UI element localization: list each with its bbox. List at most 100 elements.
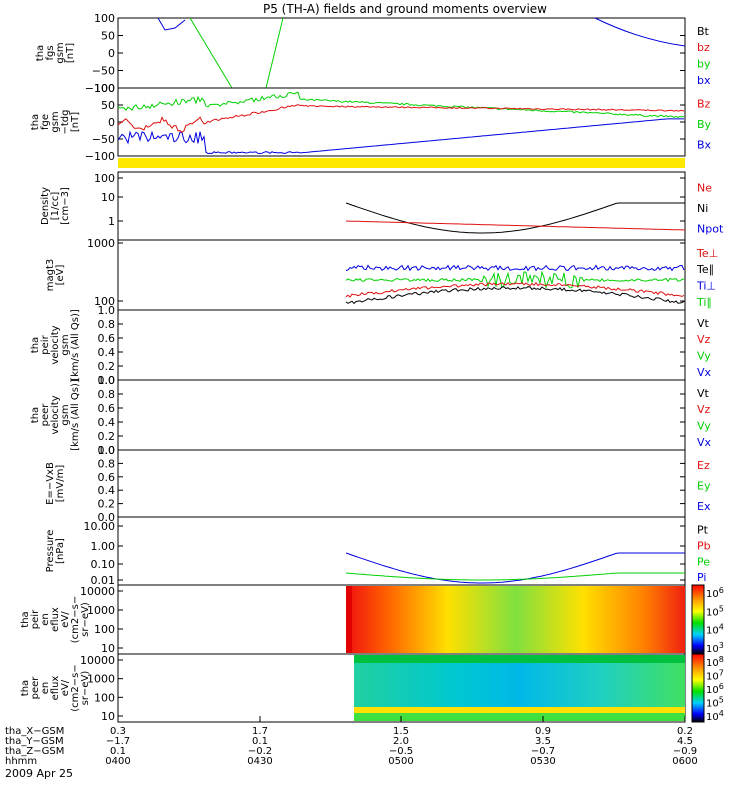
legend-By: By — [697, 118, 712, 131]
x-tick-label: 0530 — [530, 756, 555, 767]
spectrogram-edge — [346, 586, 352, 653]
y-tick-label: 0.6 — [98, 402, 116, 415]
y-axis-label: eV/ — [60, 611, 71, 628]
x-tick-label: 0.9 — [535, 726, 551, 737]
y-axis-label: en — [40, 613, 51, 626]
legend-by: by — [697, 58, 711, 71]
y-tick-label: 100 — [94, 623, 115, 636]
panel-frame — [117, 17, 686, 89]
y-axis-label: en — [40, 682, 51, 695]
panel-pressure: 10.00 1.00 0.10 0.01 Pressure [nPa] Pt Pb Pe Pi — [45, 516, 711, 587]
y-axis-label: tha — [20, 611, 31, 627]
x-axis-row-label: tha_X−GSM — [5, 726, 64, 737]
y-axis-label: peer — [40, 403, 51, 427]
y-tick-label: 0.0 — [98, 511, 116, 524]
y-tick-label: 0.8 — [98, 318, 116, 331]
y-tick-label: 100 — [94, 12, 115, 25]
panel-frame — [117, 239, 686, 311]
series-Ni — [345, 202, 685, 234]
x-tick-label: 0400 — [105, 756, 130, 767]
colorbar-tick: 104 — [706, 623, 724, 637]
legend-bx: bx — [697, 74, 711, 87]
x-tick-label: 0.1 — [252, 736, 268, 747]
legend-Ez: Ez — [697, 459, 710, 472]
y-tick-label: 1 — [108, 215, 115, 228]
panel-fgs: 100 50 0 −50 −100 tha fgs gsm [nT] Bt bz by bx — [35, 12, 711, 95]
x-tick-label: 3.5 — [535, 736, 551, 747]
spectrogram-band-bottom — [354, 707, 685, 713]
series-Bz — [117, 104, 685, 133]
series-Ne — [345, 220, 686, 231]
x-tick-label: 0.1 — [110, 746, 126, 757]
x-tick-label: −0.9 — [673, 746, 697, 757]
y-axis-label: Density — [40, 187, 51, 225]
legend-Bt: Bt — [697, 25, 710, 38]
y-tick-label: 0.6 — [98, 332, 116, 345]
y-tick-label: 1000 — [87, 673, 115, 686]
y-tick-label: 0.8 — [98, 457, 116, 470]
y-axis-label: −tdg — [60, 110, 71, 135]
x-tick-label: 2.0 — [393, 736, 409, 747]
y-axis-label: fge — [40, 114, 51, 130]
colorbar-tick: 104 — [706, 709, 724, 723]
y-tick-label: 10 — [101, 642, 115, 655]
y-tick-label: 0 — [108, 47, 115, 60]
x-tick-label: 1.5 — [393, 726, 409, 737]
y-tick-label: 0 — [108, 116, 115, 129]
figure-title: P5 (TH-A) fields and ground moments over… — [263, 2, 547, 16]
y-tick-label: 10 — [101, 710, 115, 723]
legend-Ex: Ex — [697, 500, 711, 513]
y-axis-label: gsm — [60, 334, 71, 355]
y-tick-label: 0.2 — [98, 430, 116, 443]
y-axis-label: velocity — [50, 325, 61, 364]
panel-fge: 100 50 0 −50 −100 tha fge gsm −tdg [nT] Bz By Bx — [30, 82, 712, 163]
series-Pi — [345, 552, 685, 584]
panel-peir_flux: 10000 1000 100 10 tha peir en eflux eV/(cm2−s− sr… — [20, 584, 724, 655]
y-tick-label: 0.2 — [98, 498, 116, 511]
x-tick-label: 0.3 — [110, 726, 126, 737]
colorbar-tick: 105 — [706, 604, 724, 618]
colorbar — [691, 584, 705, 655]
spectrogram-fill — [346, 586, 685, 653]
x-axis-row-label: tha_Y−GSM — [5, 736, 64, 747]
y-tick-label: 0.2 — [98, 360, 116, 373]
y-axis-label: gsm — [60, 404, 71, 425]
x-axis-row-label: hhmm — [5, 756, 37, 767]
x-tick-label: −0.7 — [531, 746, 555, 757]
legend-Te∥: Te∥ — [696, 263, 714, 276]
series-Te-par — [345, 286, 685, 305]
y-axis-label: tha — [30, 407, 41, 423]
y-axis-label: (cm2−s− — [70, 664, 81, 711]
y-axis-label: gsm — [55, 42, 66, 63]
colorbar-tick: 106 — [706, 682, 724, 696]
legend-Vy: Vy — [697, 420, 711, 433]
y-axis-label: magt3 — [45, 259, 56, 292]
y-tick-label: 10000 — [80, 654, 115, 667]
panel-frame — [117, 309, 686, 381]
panel-frame — [117, 379, 686, 451]
y-tick-label: 50 — [101, 99, 115, 112]
colorbar-tick: 107 — [706, 669, 724, 683]
legend-Pb: Pb — [697, 540, 711, 553]
legend-Vx: Vx — [697, 366, 712, 379]
x-tick-label: −0.5 — [389, 746, 413, 757]
x-tick-label: −0.2 — [248, 746, 272, 757]
y-axis-label: tha — [30, 337, 41, 353]
y-tick-label: 0.10 — [91, 558, 116, 571]
x-tick-label: 0430 — [247, 756, 272, 767]
legend-Vx: Vx — [697, 436, 712, 449]
y-tick-label: 1000 — [87, 237, 115, 250]
colorbar-tick: 108 — [706, 655, 724, 669]
y-tick-label: 0.8 — [98, 388, 116, 401]
panel-frame — [117, 171, 686, 241]
y-axis-label: fgs — [45, 45, 56, 60]
legend-Vz: Vz — [697, 333, 711, 346]
y-tick-label: 10000 — [80, 585, 115, 598]
y-tick-label: 10.00 — [84, 520, 116, 533]
y-tick-label: 100 — [94, 82, 115, 95]
y-tick-label: 50 — [101, 30, 115, 43]
y-axis-label: peir — [30, 609, 41, 629]
y-tick-label: 1.0 — [98, 444, 116, 457]
y-tick-label: 0.4 — [98, 416, 116, 429]
